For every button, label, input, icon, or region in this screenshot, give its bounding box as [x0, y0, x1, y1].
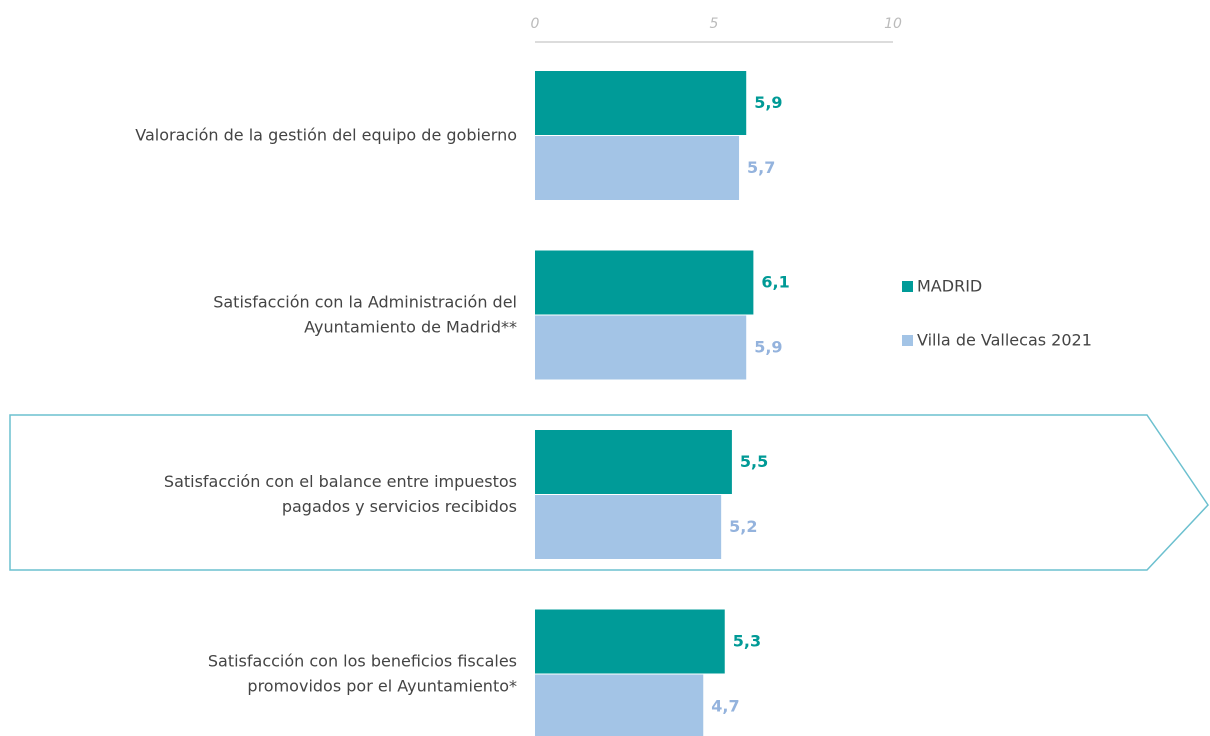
value-label: 5,9 [754, 338, 782, 357]
bar [535, 71, 747, 135]
value-label: 5,2 [729, 517, 757, 536]
category-label: promovidos por el Ayuntamiento* [247, 677, 517, 696]
value-label: 6,1 [761, 273, 789, 292]
legend-swatch [902, 335, 913, 346]
bar [535, 250, 754, 315]
bar [535, 315, 747, 380]
highlight-frame [9, 414, 1209, 571]
legend-label: Villa de Vallecas 2021 [917, 331, 1092, 350]
category-label: Satisfacción con la Administración del [213, 293, 517, 312]
x-tick-label: 0 [531, 16, 540, 32]
value-label: 5,9 [754, 93, 782, 112]
bar [535, 136, 740, 200]
x-tick-label: 5 [710, 16, 719, 32]
bar [535, 495, 722, 559]
category-label: pagados y servicios recibidos [282, 497, 517, 516]
category-label: Satisfacción con el balance entre impues… [164, 472, 517, 491]
bar [535, 674, 704, 736]
category-label: Satisfacción con los beneficios fiscales [208, 652, 517, 671]
category-label: Ayuntamiento de Madrid** [304, 318, 517, 337]
category-label: Valoración de la gestión del equipo de g… [135, 126, 517, 145]
bar [535, 609, 725, 674]
value-label: 5,3 [733, 632, 761, 651]
legend-label: MADRID [917, 277, 982, 296]
value-label: 5,5 [740, 452, 768, 471]
bar [535, 430, 732, 494]
legend-swatch [902, 281, 913, 292]
value-label: 5,7 [747, 158, 775, 177]
x-tick-label: 10 [884, 16, 902, 32]
value-label: 4,7 [711, 697, 739, 716]
